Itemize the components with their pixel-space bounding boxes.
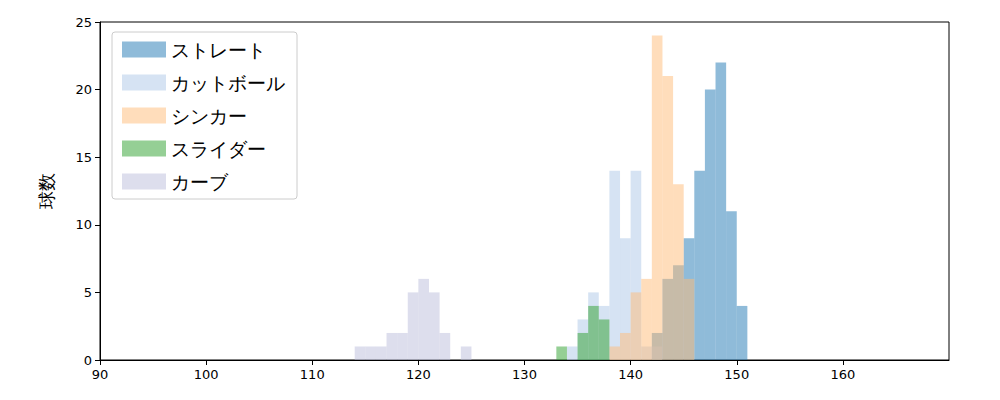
svg-text:140: 140 <box>618 367 643 382</box>
svg-text:カットボール: カットボール <box>171 72 285 94</box>
svg-text:150: 150 <box>724 367 749 382</box>
svg-text:カーブ: カーブ <box>171 171 229 193</box>
svg-text:10: 10 <box>75 217 92 232</box>
svg-text:110: 110 <box>300 367 325 382</box>
svg-text:スライダー: スライダー <box>171 138 266 160</box>
svg-text:5: 5 <box>84 285 92 300</box>
svg-text:シンカー: シンカー <box>171 105 247 127</box>
svg-text:25: 25 <box>75 15 92 30</box>
svg-text:球数: 球数 <box>36 173 57 209</box>
svg-text:120: 120 <box>406 367 431 382</box>
svg-text:0: 0 <box>84 353 92 368</box>
svg-text:ストレート: ストレート <box>171 39 266 61</box>
svg-text:160: 160 <box>830 367 855 382</box>
svg-text:90: 90 <box>92 367 109 382</box>
svg-text:100: 100 <box>194 367 219 382</box>
svg-text:15: 15 <box>75 150 92 165</box>
svg-text:20: 20 <box>75 82 92 97</box>
svg-text:130: 130 <box>512 367 537 382</box>
